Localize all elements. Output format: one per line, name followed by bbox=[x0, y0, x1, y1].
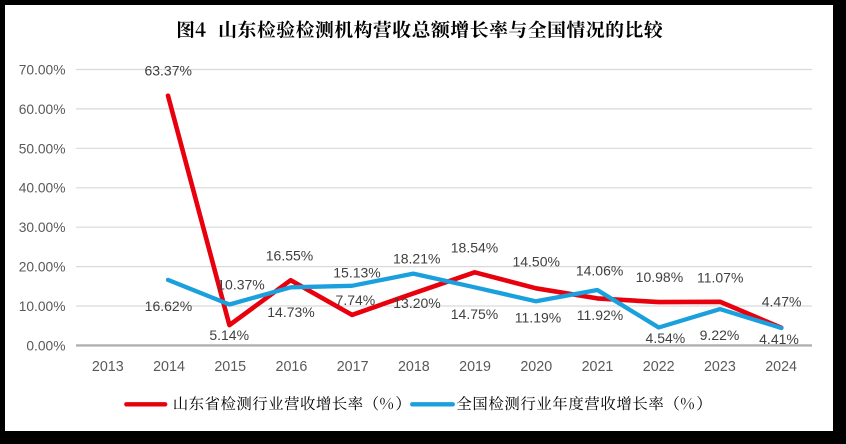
svg-text:2015: 2015 bbox=[214, 359, 246, 375]
svg-text:2019: 2019 bbox=[459, 359, 491, 375]
svg-text:11.92%: 11.92% bbox=[577, 307, 623, 323]
svg-text:2016: 2016 bbox=[276, 359, 308, 375]
svg-text:14.73%: 14.73% bbox=[267, 304, 314, 320]
svg-text:4.47%: 4.47% bbox=[762, 294, 802, 310]
svg-text:2022: 2022 bbox=[643, 359, 675, 375]
svg-text:10.00%: 10.00% bbox=[19, 299, 66, 314]
svg-text:30.00%: 30.00% bbox=[19, 220, 66, 235]
svg-text:13.20%: 13.20% bbox=[393, 295, 440, 311]
svg-text:40.00%: 40.00% bbox=[19, 181, 66, 196]
svg-text:10.37%: 10.37% bbox=[217, 277, 264, 293]
svg-text:2013: 2013 bbox=[92, 359, 124, 375]
svg-text:70.00%: 70.00% bbox=[19, 62, 66, 77]
svg-text:2021: 2021 bbox=[582, 359, 614, 375]
svg-text:15.13%: 15.13% bbox=[333, 265, 380, 281]
svg-text:2024: 2024 bbox=[765, 359, 797, 375]
svg-text:5.14%: 5.14% bbox=[209, 327, 249, 343]
svg-text:63.37%: 63.37% bbox=[144, 63, 191, 79]
svg-text:60.00%: 60.00% bbox=[19, 102, 66, 117]
svg-text:2018: 2018 bbox=[398, 359, 430, 375]
svg-text:2017: 2017 bbox=[337, 359, 369, 375]
svg-text:18.54%: 18.54% bbox=[451, 240, 498, 256]
svg-text:9.22%: 9.22% bbox=[700, 327, 740, 343]
svg-text:2014: 2014 bbox=[153, 359, 185, 375]
svg-text:11.07%: 11.07% bbox=[697, 269, 743, 285]
svg-text:50.00%: 50.00% bbox=[19, 141, 66, 156]
svg-text:0.00%: 0.00% bbox=[26, 338, 65, 353]
svg-text:20.00%: 20.00% bbox=[19, 259, 66, 274]
svg-text:10.98%: 10.98% bbox=[636, 269, 683, 285]
svg-text:4.41%: 4.41% bbox=[759, 331, 799, 347]
svg-text:7.74%: 7.74% bbox=[336, 292, 376, 308]
svg-text:2020: 2020 bbox=[520, 359, 552, 375]
svg-text:14.50%: 14.50% bbox=[512, 254, 559, 270]
svg-text:11.19%: 11.19% bbox=[515, 310, 561, 326]
svg-text:14.75%: 14.75% bbox=[451, 306, 498, 322]
svg-text:16.62%: 16.62% bbox=[145, 298, 192, 314]
svg-text:18.21%: 18.21% bbox=[393, 250, 440, 266]
svg-text:16.55%: 16.55% bbox=[266, 247, 313, 263]
svg-text:14.06%: 14.06% bbox=[576, 263, 623, 279]
svg-text:2023: 2023 bbox=[704, 359, 736, 375]
svg-text:4.54%: 4.54% bbox=[646, 330, 686, 346]
